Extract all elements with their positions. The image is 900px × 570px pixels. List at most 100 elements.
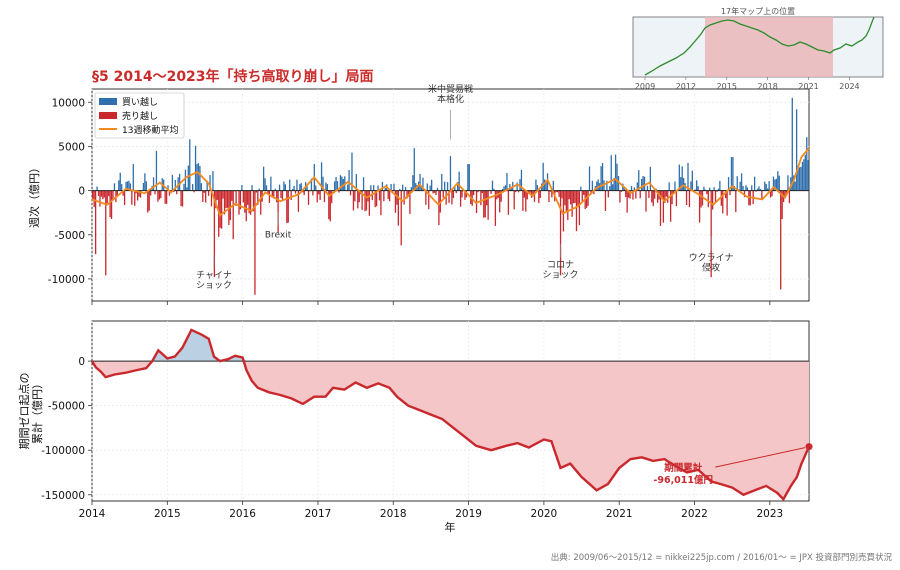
weekly-bar-sell [158, 190, 161, 200]
weekly-bar-buy [121, 184, 123, 191]
cumulative-y-tick-label: -100000 [41, 445, 85, 457]
weekly-bar-sell [252, 190, 255, 212]
weekly-bar-sell [490, 190, 492, 194]
weekly-bar-sell [667, 190, 669, 203]
weekly-bar-sell [160, 190, 162, 199]
weekly-bar-sell [202, 190, 204, 203]
weekly-bar-buy [787, 175, 789, 191]
weekly-bar-sell [710, 190, 712, 278]
weekly-bar-sell [219, 190, 221, 228]
weekly-bar-sell [213, 190, 216, 278]
weekly-bar-sell [716, 190, 718, 192]
weekly-bar-buy [289, 179, 291, 191]
weekly-bar-sell [487, 190, 489, 220]
weekly-bar-sell [578, 190, 581, 226]
weekly-bar-buy [142, 182, 145, 191]
weekly-bar-sell [271, 190, 273, 198]
weekly-bar-sell [247, 190, 249, 205]
weekly-bar-sell [461, 190, 463, 198]
weekly-bar-sell [294, 190, 297, 194]
weekly-bar-buy [449, 156, 452, 191]
weekly-bar-sell [662, 190, 665, 223]
weekly-bar-sell [396, 190, 398, 205]
weekly-bar-buy [727, 177, 730, 191]
weekly-bar-buy [603, 180, 605, 191]
legend-swatch-sell [99, 112, 117, 119]
weekly-bar-buy [509, 184, 511, 191]
weekly-bar-sell [168, 190, 171, 196]
weekly-bar-buy [798, 167, 801, 191]
cumulative-x-tick-label: 2023 [756, 508, 783, 520]
weekly-bar-sell [452, 190, 455, 199]
inset-minimap: 17年マップ上の位置 2009 2012 2015 2018 2021 2024 [632, 6, 884, 91]
weekly-bar-sell [352, 190, 355, 211]
weekly-bar-sell [635, 190, 637, 199]
inset-x-tick-label: 2024 [839, 82, 859, 91]
weekly-bar-buy [322, 176, 324, 191]
weekly-bar-buy [351, 152, 353, 191]
annotation-label: コロナショック [542, 259, 578, 280]
weekly-bar-buy [739, 181, 741, 191]
weekly-bar-sell [788, 190, 791, 204]
weekly-bar-buy [384, 188, 386, 191]
weekly-bar-buy [125, 181, 127, 191]
weekly-bar-sell [522, 190, 524, 211]
weekly-bar-sell [222, 190, 224, 199]
weekly-bar-sell [365, 190, 368, 211]
weekly-bar-buy [546, 173, 549, 191]
weekly-bar-buy [597, 179, 599, 191]
weekly-bar-sell [645, 190, 647, 212]
weekly-bar-buy [613, 177, 615, 191]
weekly-bar-sell [248, 190, 250, 214]
weekly-bar-buy [296, 179, 298, 191]
moving-average-line [91, 147, 810, 217]
weekly-bar-sell [627, 190, 630, 198]
weekly-bar-buy [740, 173, 743, 191]
weekly-bar-buy [646, 185, 649, 191]
weekly-bar-sell [562, 190, 565, 232]
weekly-bar-sell [706, 190, 708, 195]
weekly-bar-buy [713, 187, 715, 191]
cumulative-positive-fill [92, 329, 809, 362]
weekly-bar-sell [220, 190, 223, 229]
weekly-bar-sell [669, 190, 672, 222]
weekly-bar-buy [797, 165, 799, 191]
weekly-bar-sell [105, 190, 107, 276]
weekly-bar-buy [393, 183, 395, 191]
weekly-bar-buy [503, 186, 505, 191]
inset-x-ticks: 2009 2012 2015 2018 2021 2024 [635, 77, 860, 91]
weekly-bar-sell [354, 190, 356, 202]
weekly-bar-buy [412, 175, 414, 191]
weekly-bar-sell [661, 190, 663, 198]
weekly-bar-sell [123, 190, 126, 206]
weekly-bar-buy [377, 185, 379, 191]
weekly-bar-sell [316, 190, 318, 203]
weekly-bar-sell [147, 190, 149, 213]
weekly-bar-sell [507, 190, 510, 215]
weekly-bar-buy [520, 169, 523, 191]
weekly-bar-buy [264, 178, 266, 191]
weekly-bar-buy [299, 184, 301, 191]
weekly-bar-buy [339, 175, 342, 191]
weekly-bar-buy [730, 157, 733, 191]
annotation-label: ウクライナ侵攻 [689, 252, 734, 273]
cumulative-y-ticks: -150000 -100000 -50000 0 [41, 356, 92, 502]
weekly-bar-sell [148, 190, 150, 211]
weekly-bar-buy [128, 180, 130, 191]
weekly-bar-sell [625, 190, 627, 197]
legend-label-sell: 売り越し [122, 110, 158, 122]
weekly-bar-buy [186, 187, 188, 191]
weekly-bar-sell [387, 190, 389, 199]
weekly-bar-sell [445, 190, 447, 205]
weekly-bar-sell [307, 190, 310, 205]
weekly-bar-buy [390, 183, 392, 191]
weekly-bar-sell [428, 190, 430, 210]
weekly-bar-buy [206, 182, 208, 191]
weekly-bar-buy [200, 183, 203, 191]
weekly-bar-buy [415, 183, 417, 191]
annotation-label: Brexit [265, 231, 292, 241]
weekly-bar-buy [543, 179, 546, 191]
weekly-bar-sell [574, 190, 576, 204]
weekly-bar-sell [538, 190, 540, 204]
weekly-bar-buy [691, 170, 694, 191]
